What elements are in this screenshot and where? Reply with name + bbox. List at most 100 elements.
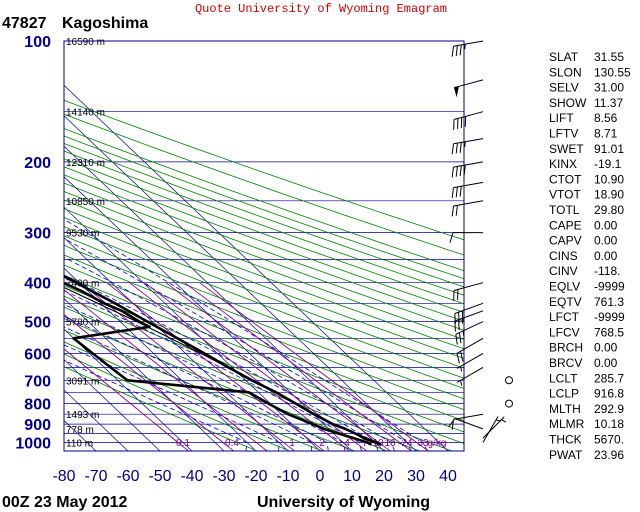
barb-shaft [453,413,484,420]
mixing-ratio-line [64,348,189,451]
index-value: 11.37 [594,96,623,110]
height-label: 7490 m [66,279,99,290]
index-label: LFCT [549,310,580,324]
barb-half-flag [501,419,507,423]
pressure-tick-label: 100 [24,34,51,51]
dry-adiabat-line [64,329,355,451]
pressure-tick-label: 400 [24,276,51,293]
dry-adiabat-line [64,306,420,451]
temperature-tick-label: -70 [84,468,107,485]
pressure-tick-label: 600 [24,346,51,363]
mixing-ratio-line [144,282,367,451]
dry-adiabat-line [64,208,464,359]
isotherm-line [64,206,321,451]
wind-barb [505,399,513,408]
dry-adiabat-line [64,317,388,451]
dry-adiabat-line [64,143,464,288]
temperature-tick-label: -40 [180,468,203,485]
wind-barb [454,302,484,324]
chart-title: 47827 Kagoshima [2,15,148,32]
barb-half-flag [464,141,466,147]
index-label: VTOT [549,188,581,202]
wind-barb [455,321,484,345]
barb-full-flag [455,205,458,216]
height-label: 14140 m [66,108,105,119]
wind-barb [505,376,513,385]
barb-shaft [453,138,484,145]
thermodynamic-grid [64,41,464,451]
index-value: 285.7 [594,371,624,385]
wind-barb [451,181,484,199]
mixing-ratio-line [184,282,412,451]
index-label: MLMR [549,417,585,431]
index-value: 0.00 [594,218,618,232]
barb-shaft [454,418,484,430]
barb-full-flag [459,142,462,153]
parcel-path-line [64,286,379,444]
barb-shaft [453,181,484,189]
index-value: 0.00 [594,356,618,370]
index-label: EQTV [549,295,582,309]
dry-adiabat-line [64,235,464,389]
barb-full-flag [451,46,454,57]
barb-half-flag [460,366,463,372]
index-label: BRCV [549,356,582,370]
index-value: 916.8 [594,387,624,401]
index-label: LCLP [549,387,579,401]
barb-full-flag [455,45,458,56]
header-link[interactable]: Quote University of Wyoming Emagram [195,2,447,16]
wind-barbs [448,40,513,443]
index-label: SLAT [549,50,579,64]
moist-adiabat-line [64,218,428,451]
barb-half-flag [460,380,463,386]
barb-full-flag [451,143,454,155]
barb-shaft [453,282,484,291]
barb-full-flag [459,165,462,177]
barb-full-flag [455,166,458,177]
index-label: CINS [549,249,578,263]
pressure-tick-label: 500 [24,315,51,332]
pressure-tick-label: 700 [24,373,51,390]
index-value: 23.96 [594,448,624,462]
index-label: LFCV [549,325,580,339]
mixing-ratio-label: 2 [319,438,325,449]
wind-barb [453,111,484,130]
height-label: 9530 m [66,229,99,240]
pressure-tick-label: 200 [24,155,51,172]
wind-barb [451,40,484,57]
index-value: 18.90 [594,188,624,202]
barb-shaft [455,321,484,335]
barb-shaft [482,416,499,443]
wind-barb [449,232,483,243]
sounding-traces [64,274,382,446]
index-label: SLON [549,65,582,79]
calm-wind-circle [505,376,513,385]
index-label: CAPV [549,234,582,248]
barb-full-flag [451,167,454,178]
height-label: 10850 m [66,197,105,208]
dry-adiabat-line [64,353,290,451]
wind-barb [451,200,484,217]
index-label: SWET [549,142,584,156]
mixing-ratio-label: 33 [417,438,429,449]
mixing-ratio-line [106,282,325,451]
index-label: LCLT [549,371,578,385]
mixing-ratio-label: 7 [362,438,368,449]
wind-barb [451,413,484,430]
index-label: THCK [549,433,582,447]
wind-barb [482,416,507,439]
pressure-tick-label: 800 [24,397,51,414]
wind-barb [456,352,484,372]
mixing-ratio-line [79,282,295,451]
dry-adiabat-line [64,217,464,369]
dry-adiabat-line [64,254,464,411]
isotherm-line [64,359,161,451]
index-label: PWAT [549,448,583,462]
wind-barb [453,282,484,301]
pressure-tick-label: 300 [24,226,51,243]
mixing-ratio-label: 24 [401,438,413,449]
index-label: MLTH [549,402,581,416]
moist-adiabat-line [64,344,280,451]
barb-full-flag [455,143,458,154]
